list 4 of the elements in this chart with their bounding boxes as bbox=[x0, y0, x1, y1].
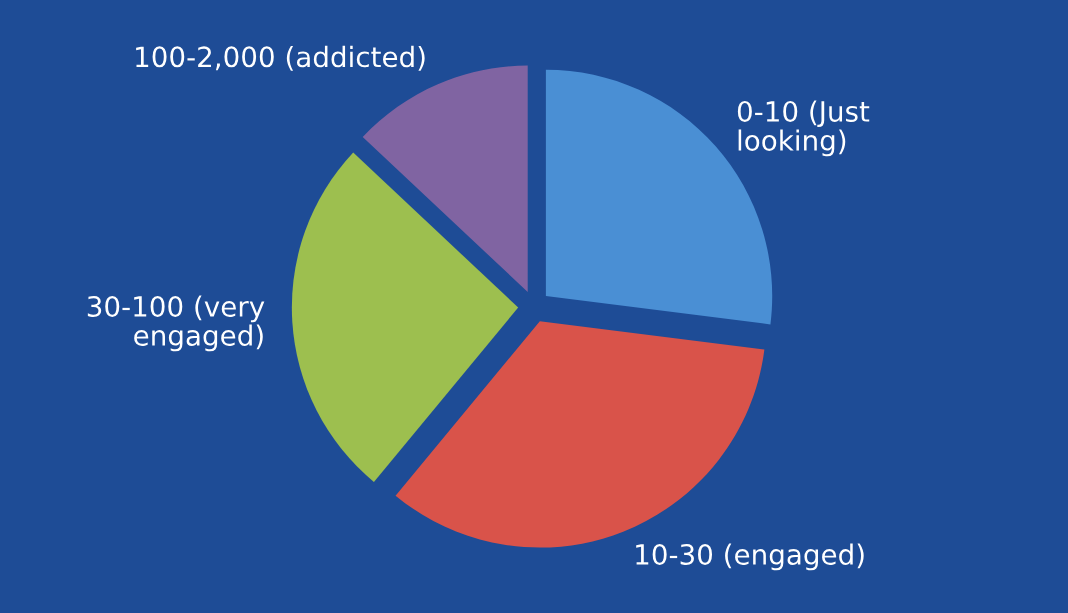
slice-label: 100-2,000 (addicted) bbox=[136, 45, 425, 71]
slice-label: 0-10 (Just looking) bbox=[737, 100, 870, 157]
slice-label: 30-100 (very engaged) bbox=[87, 295, 265, 352]
slice-label: 10-30 (engaged) bbox=[636, 543, 864, 571]
